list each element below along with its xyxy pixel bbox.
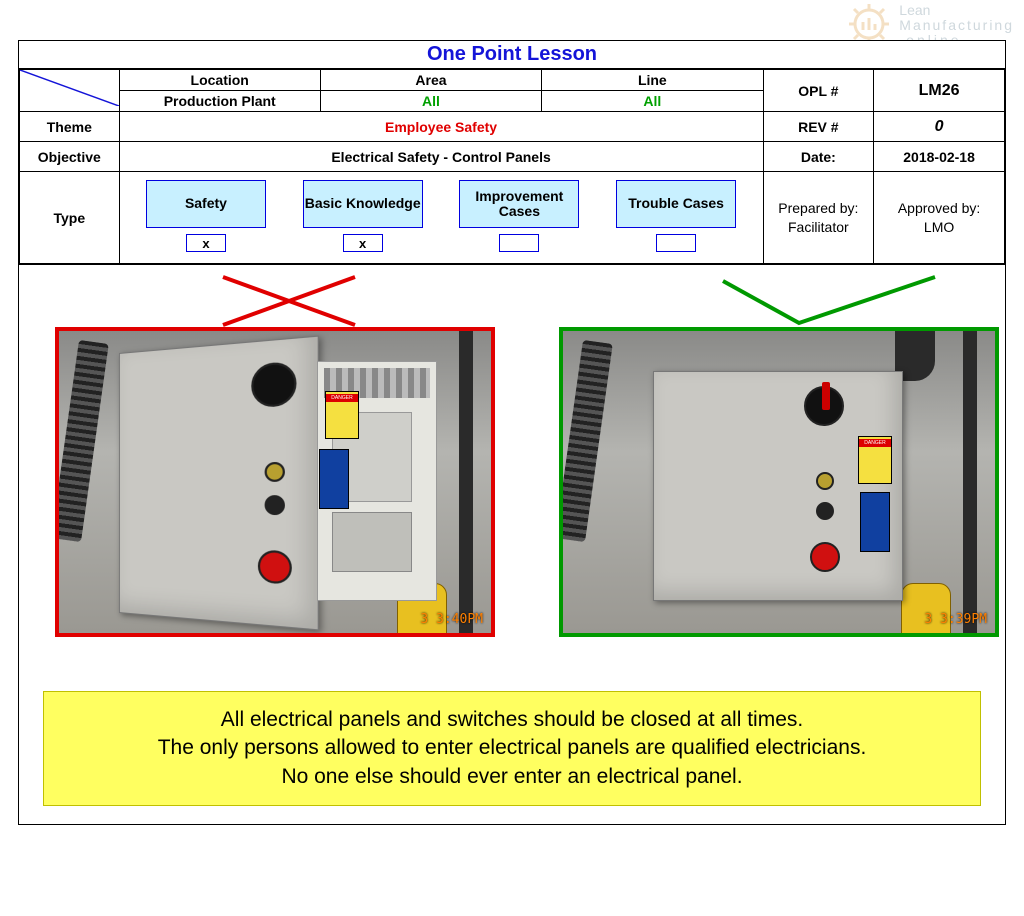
date-value: 2018-02-18: [874, 142, 1005, 172]
indicator-dark: [265, 495, 285, 515]
indicator-yellow: [265, 462, 285, 482]
opl-value: LM26: [874, 70, 1005, 112]
sheet-title: One Point Lesson: [19, 41, 1005, 69]
opl-label: OPL #: [763, 70, 874, 112]
photo-wrong: 3 3:40PM: [55, 327, 495, 637]
type-box-label: Improvement Cases: [459, 180, 579, 228]
theme-value: Employee Safety: [119, 112, 763, 142]
type-safety: Safety x: [146, 180, 266, 252]
estop-button: [258, 550, 292, 585]
type-improvement: Improvement Cases: [459, 180, 579, 252]
type-boxes-cell: Safety x Basic Knowledge x Improvement C…: [119, 172, 763, 264]
prepared-label: Prepared by:: [778, 200, 858, 216]
theme-label: Theme: [20, 112, 120, 142]
type-box-label: Safety: [146, 180, 266, 228]
pipe: [459, 331, 473, 633]
diag-corner: [20, 70, 120, 112]
prepared-value: Facilitator: [788, 219, 849, 235]
line-label: Line: [542, 70, 763, 91]
msg-line3: No one else should ever enter an electri…: [54, 763, 970, 791]
msg-line2: The only persons allowed to enter electr…: [54, 734, 970, 762]
type-basic: Basic Knowledge x: [303, 180, 423, 252]
prepared-cell: Prepared by: Facilitator: [763, 172, 874, 264]
instruction-box: All electrical panels and switches shoul…: [43, 691, 981, 806]
area-label: Area: [320, 70, 541, 91]
watermark-line1: Lean: [899, 2, 930, 18]
line-value: All: [542, 91, 763, 112]
blue-label: [319, 449, 349, 509]
body-area: 3 3:40PM 3 3:39: [19, 264, 1005, 824]
danger-label: [858, 436, 892, 484]
objective-label: Objective: [20, 142, 120, 172]
approved-value: LMO: [924, 219, 954, 235]
approved-cell: Approved by: LMO: [874, 172, 1005, 264]
cable-coil: [59, 340, 109, 542]
pipe: [963, 331, 977, 633]
estop-button: [810, 542, 840, 572]
location-value: Production Plant: [119, 91, 320, 112]
indicator-dark: [816, 502, 834, 520]
type-box-label: Basic Knowledge: [303, 180, 423, 228]
header-table: Location Area Line OPL # LM26 Production…: [19, 69, 1005, 264]
switch-knob: [251, 361, 296, 408]
contactor: [332, 512, 412, 572]
area-value: All: [320, 91, 541, 112]
wrong-x-icon: [219, 273, 359, 329]
rev-label: REV #: [763, 112, 874, 142]
rev-value: 0: [874, 112, 1005, 142]
type-box-label: Trouble Cases: [616, 180, 736, 228]
location-label: Location: [119, 70, 320, 91]
type-check: x: [186, 234, 226, 252]
date-label: Date:: [763, 142, 874, 172]
danger-label: [325, 391, 359, 439]
type-trouble: Trouble Cases: [616, 180, 736, 252]
indicator-yellow: [816, 472, 834, 490]
cable-coil: [563, 340, 613, 542]
approved-label: Approved by:: [898, 200, 981, 216]
type-check: [656, 234, 696, 252]
timestamp-good: 3 3:39PM: [924, 612, 987, 627]
watermark-line2: Manufacturing: [899, 17, 1014, 33]
opl-sheet: One Point Lesson Location Area Line OPL …: [18, 40, 1006, 825]
correct-check-icon: [719, 273, 939, 329]
panel-door-closed: [653, 371, 903, 601]
timestamp-bad: 3 3:40PM: [420, 612, 483, 627]
switch-knob: [804, 386, 844, 426]
blue-label: [860, 492, 890, 552]
panel-door-open: [119, 336, 319, 631]
switch-handle: [822, 382, 830, 410]
objective-value: Electrical Safety - Control Panels: [119, 142, 763, 172]
type-label: Type: [20, 172, 120, 264]
type-check: x: [343, 234, 383, 252]
photo-correct: 3 3:39PM: [559, 327, 999, 637]
type-check: [499, 234, 539, 252]
msg-line1: All electrical panels and switches shoul…: [54, 706, 970, 734]
